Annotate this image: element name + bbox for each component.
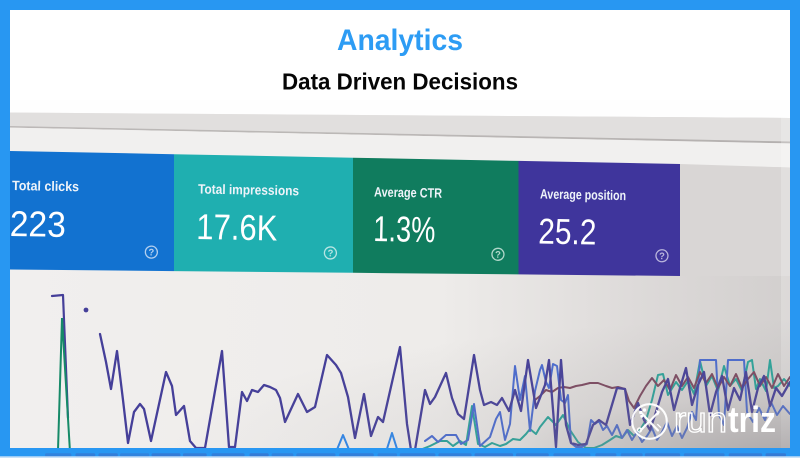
svg-text:run: run	[674, 399, 727, 440]
svg-text:Average position: Average position	[540, 187, 626, 204]
svg-text:Total impressions: Total impressions	[198, 182, 299, 199]
svg-text:223: 223	[10, 203, 67, 245]
svg-text:?: ?	[495, 250, 501, 261]
svg-text:17.6K: 17.6K	[196, 206, 278, 248]
svg-text:Total clicks: Total clicks	[12, 178, 79, 194]
svg-text:?: ?	[148, 247, 154, 258]
svg-text:?: ?	[327, 248, 333, 259]
svg-text:1.3%: 1.3%	[373, 208, 436, 250]
svg-text:Data Driven Decisions: Data Driven Decisions	[282, 69, 518, 95]
svg-text:triz: triz	[728, 399, 776, 440]
svg-text:Average CTR: Average CTR	[374, 185, 442, 201]
svg-text:25.2: 25.2	[538, 210, 597, 252]
svg-text:Analytics: Analytics	[337, 24, 463, 57]
svg-text:?: ?	[659, 251, 665, 262]
